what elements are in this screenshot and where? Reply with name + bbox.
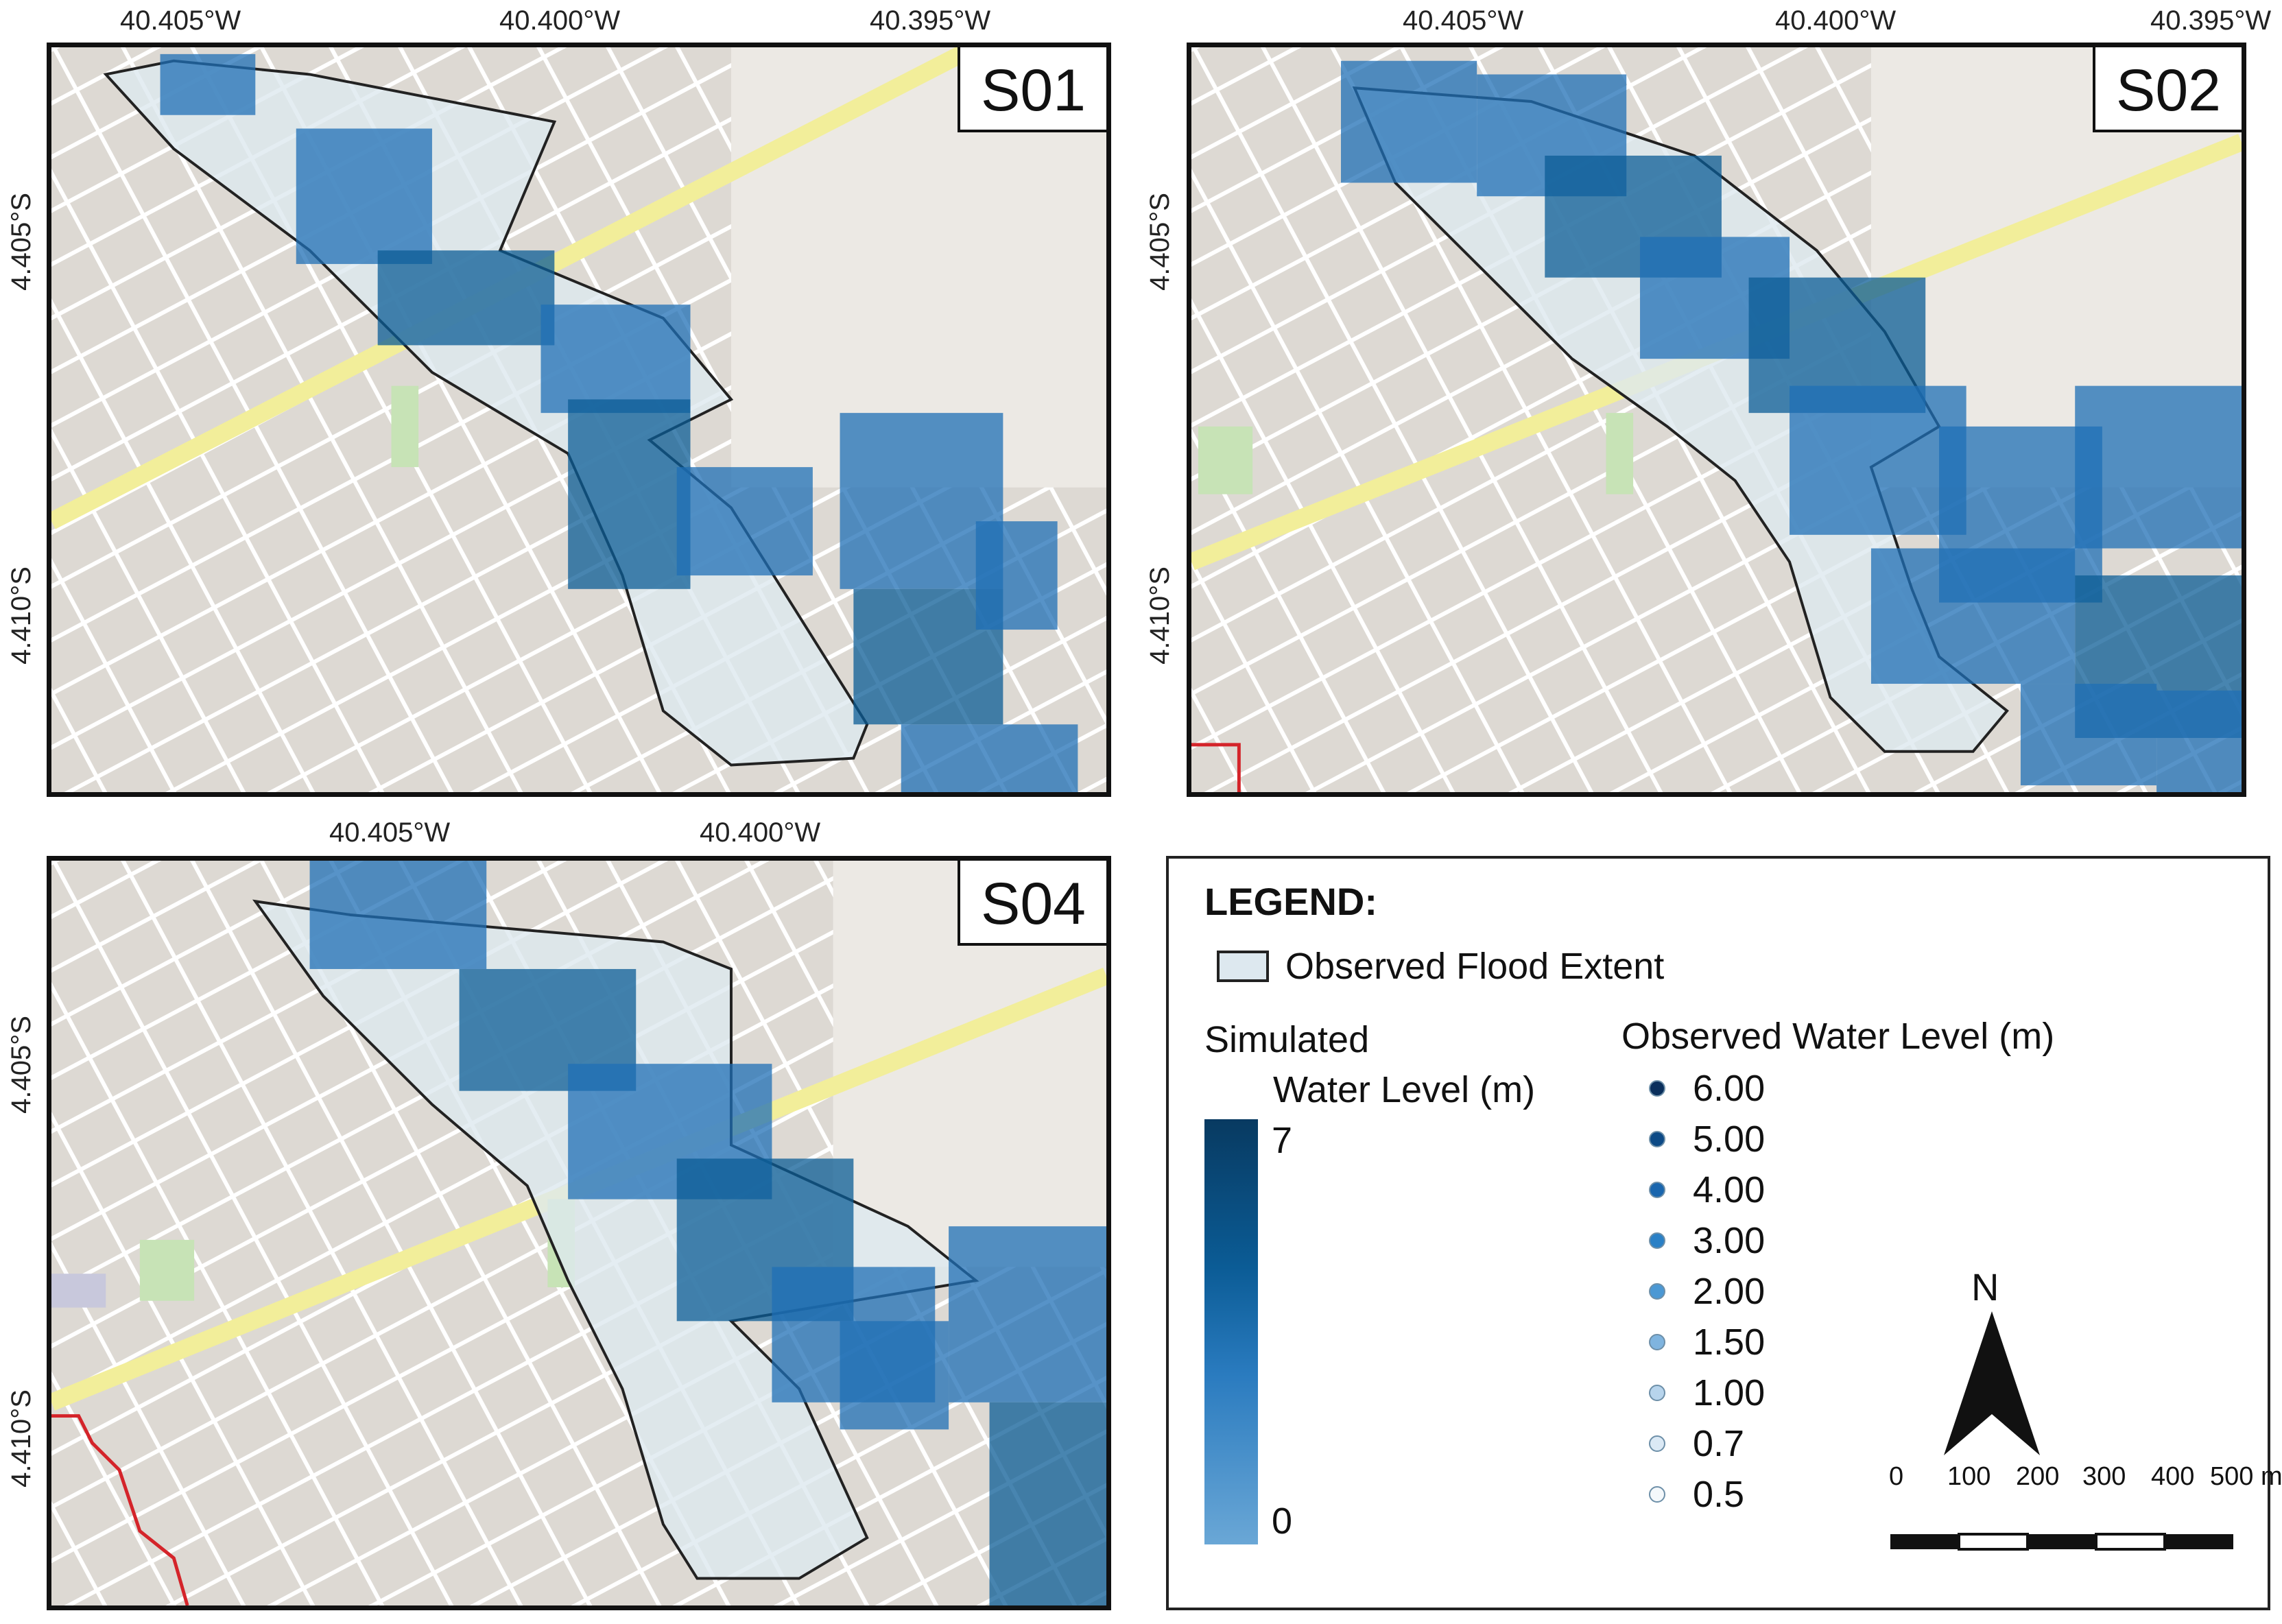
map-s01-canvas xyxy=(51,47,1106,792)
north-arrow: N xyxy=(1923,1265,2060,1476)
obs-dot-icon xyxy=(1649,1131,1665,1147)
obs-level-value: 4.00 xyxy=(1693,1169,1766,1210)
ramp-min-label: 0 xyxy=(1272,1501,1293,1542)
obs-level-value: 5.00 xyxy=(1693,1119,1766,1160)
map-panel-s01: S01 xyxy=(47,43,1111,797)
obs-level-row: 1.50 xyxy=(1649,1318,1765,1366)
s02-top-tick-3: 40.395°W xyxy=(2150,5,2272,36)
obs-dot-icon xyxy=(1649,1182,1665,1198)
scale-tick: 200 xyxy=(2016,1462,2060,1491)
obs-level-row: 3.00 xyxy=(1649,1217,1765,1265)
scale-tick: 400 xyxy=(2151,1462,2195,1491)
legend-title: LEGEND: xyxy=(1204,880,1377,923)
north-label: N xyxy=(1971,1265,1999,1309)
panel-label-s02: S02 xyxy=(2092,47,2242,132)
s02-left-tick-2: 4.410°S xyxy=(1144,566,1175,665)
obs-level-value: 0.5 xyxy=(1693,1474,1745,1515)
legend-box: LEGEND: Observed Flood Extent Simulated … xyxy=(1166,856,2282,1610)
obs-dot-icon xyxy=(1649,1486,1665,1503)
map-s02-canvas xyxy=(1191,47,2242,792)
obs-level-row: 6.00 xyxy=(1649,1064,1765,1112)
scale-tick: 0 xyxy=(1889,1462,1904,1491)
obs-dot-icon xyxy=(1649,1283,1665,1300)
ramp-max-label: 7 xyxy=(1272,1120,1293,1161)
obs-level-row: 1.00 xyxy=(1649,1369,1765,1417)
obs-dot-icon xyxy=(1649,1080,1665,1097)
panel-label-s01: S01 xyxy=(957,47,1106,132)
obs-dot-icon xyxy=(1649,1334,1665,1350)
s04-left-tick-2: 4.410°S xyxy=(5,1389,36,1488)
simulated-color-ramp xyxy=(1204,1119,1258,1544)
s02-top-tick-1: 40.405°W xyxy=(1403,5,1524,36)
s04-top-tick-1: 40.405°W xyxy=(329,817,451,848)
panel-label-s04: S04 xyxy=(957,861,1106,946)
map-s04-canvas xyxy=(51,861,1106,1605)
obs-dot-icon xyxy=(1649,1232,1665,1249)
s04-left-tick-1: 4.405°S xyxy=(5,1016,36,1114)
observed-title: Observed Water Level (m) xyxy=(1621,1016,2055,1057)
flood-extent-swatch xyxy=(1217,951,1269,982)
obs-level-value: 6.00 xyxy=(1693,1068,1766,1109)
scale-tick: 300 xyxy=(2082,1462,2126,1491)
simulated-title-line2: Water Level (m) xyxy=(1273,1068,1536,1110)
obs-level-row: 0.5 xyxy=(1649,1470,1744,1518)
s02-top-tick-2: 40.400°W xyxy=(1775,5,1897,36)
s01-left-tick-2: 4.410°S xyxy=(5,566,36,665)
obs-level-row: 5.00 xyxy=(1649,1115,1765,1163)
obs-level-value: 1.50 xyxy=(1693,1322,1766,1363)
map-panel-s02: S02 xyxy=(1187,43,2246,797)
flood-extent-s04 xyxy=(252,899,979,1580)
scale-bar-graphic xyxy=(1890,1533,2233,1551)
obs-level-value: 1.00 xyxy=(1693,1372,1766,1413)
obs-level-value: 2.00 xyxy=(1693,1271,1766,1312)
map-panel-s04: S04 xyxy=(47,856,1111,1610)
simulated-title: Simulated Water Level (m) xyxy=(1204,1015,1535,1115)
s01-top-tick-3: 40.395°W xyxy=(870,5,991,36)
s01-left-tick-1: 4.405°S xyxy=(5,193,36,291)
obs-level-row: 2.00 xyxy=(1649,1267,1765,1315)
s04-top-tick-2: 40.400°W xyxy=(700,817,821,848)
flood-extent-s02 xyxy=(1352,86,2009,753)
scale-tick: 100 xyxy=(1947,1462,1991,1491)
s01-top-tick-1: 40.405°W xyxy=(120,5,241,36)
obs-level-value: 0.7 xyxy=(1693,1423,1745,1464)
north-arrow-icon xyxy=(1944,1311,2040,1455)
obs-dot-icon xyxy=(1649,1435,1665,1452)
flood-extent-label: Observed Flood Extent xyxy=(1285,946,1665,987)
s02-left-tick-1: 4.405°S xyxy=(1144,193,1175,291)
s01-top-tick-2: 40.400°W xyxy=(499,5,621,36)
scale-tick: 500 m xyxy=(2210,1462,2282,1491)
obs-dot-icon xyxy=(1649,1385,1665,1401)
obs-level-value: 3.00 xyxy=(1693,1220,1766,1261)
obs-level-row: 0.7 xyxy=(1649,1420,1744,1468)
obs-level-row: 4.00 xyxy=(1649,1166,1765,1214)
scale-bar: 0 100 200 300 400 500 m xyxy=(1889,1462,2282,1599)
simulated-title-line1: Simulated xyxy=(1204,1019,1370,1060)
